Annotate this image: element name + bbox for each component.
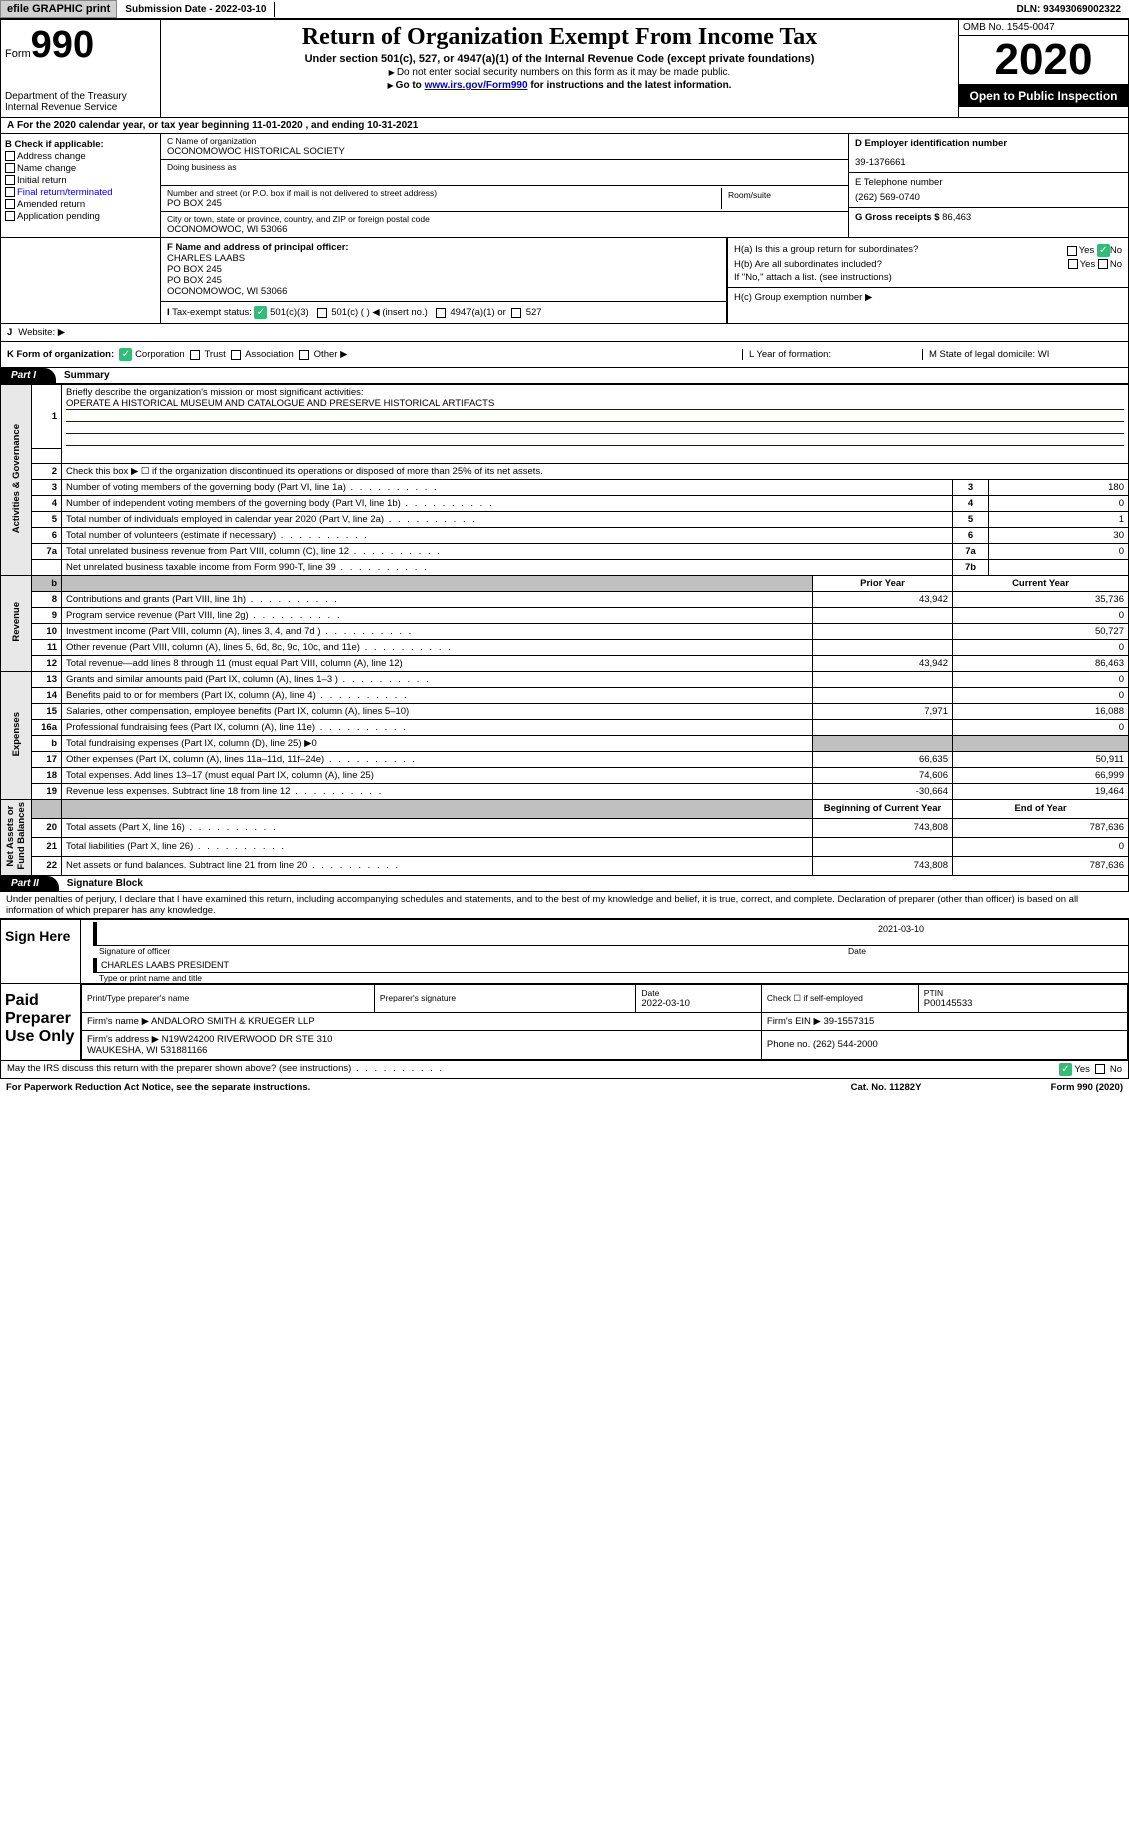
org-city: OCONOMOWOC, WI 53066 — [167, 224, 842, 235]
part1-header: Part I Summary — [0, 368, 1129, 384]
section-k: K Form of organization: ✓ Corporation Tr… — [0, 342, 1129, 368]
form-title: Return of Organization Exempt From Incom… — [167, 24, 952, 51]
sig-date: 2021-03-10 — [878, 924, 924, 943]
header-bar: efile GRAPHIC print Submission Date - 20… — [0, 0, 1129, 19]
preparer-table: Print/Type preparer's name Preparer's si… — [81, 984, 1128, 1060]
section-j: JWebsite: ▶ — [0, 324, 1129, 342]
mission-text: OPERATE A HISTORICAL MUSEUM AND CATALOGU… — [66, 398, 1124, 410]
firm-phone: (262) 544-2000 — [813, 1039, 878, 1050]
chk-name[interactable]: Name change — [5, 163, 156, 174]
ein: 39-1376661 — [855, 157, 1122, 168]
department: Department of the Treasury Internal Reve… — [5, 91, 156, 113]
ptin: P00145533 — [924, 998, 973, 1009]
signature-block: Sign Here 2021-03-10 Signature of office… — [0, 918, 1129, 1061]
chk-pending[interactable]: Application pending — [5, 211, 156, 222]
entity-info: B Check if applicable: Address change Na… — [0, 134, 1129, 238]
summary-table: Activities & Governance 1 Briefly descri… — [0, 384, 1129, 876]
irs-link[interactable]: www.irs.gov/Form990 — [425, 80, 528, 91]
chk-amended[interactable]: Amended return — [5, 199, 156, 210]
form-number: 990 — [31, 24, 94, 66]
phone: (262) 569-0740 — [855, 192, 1122, 203]
chk-discuss-yes[interactable]: ✓ — [1059, 1063, 1072, 1076]
chk-address[interactable]: Address change — [5, 151, 156, 162]
efile-print-button[interactable]: efile GRAPHIC print — [0, 0, 117, 18]
tax-period: A For the 2020 calendar year, or tax yea… — [0, 118, 1129, 134]
tax-year: 2020 — [959, 36, 1128, 85]
subtitle-2: Do not enter social security numbers on … — [167, 67, 952, 78]
chk-corp[interactable]: ✓ — [119, 348, 132, 361]
gross-receipts: 86,463 — [942, 212, 971, 223]
officer-block: F Name and address of principal officer:… — [0, 238, 1129, 324]
org-name: OCONOMOWOC HISTORICAL SOCIETY — [167, 146, 842, 157]
form-label: Form — [5, 48, 31, 60]
chk-final[interactable]: Final return/terminated — [5, 187, 156, 198]
part2-header: Part II Signature Block — [0, 876, 1129, 892]
footer: For Paperwork Reduction Act Notice, see … — [0, 1079, 1129, 1096]
penalty-declaration: Under penalties of perjury, I declare th… — [0, 892, 1129, 918]
discuss-row: May the IRS discuss this return with the… — [0, 1061, 1129, 1079]
firm-ein: 39-1557315 — [824, 1016, 875, 1027]
dln: DLN: 93493069002322 — [1008, 2, 1129, 17]
chk-501c3[interactable]: ✓ — [254, 306, 267, 319]
section-b: B Check if applicable: Address change Na… — [1, 134, 161, 237]
public-inspection: Open to Public Inspection — [959, 85, 1128, 107]
form-title-block: Form990 Department of the Treasury Inter… — [0, 19, 1129, 118]
chk-initial[interactable]: Initial return — [5, 175, 156, 186]
state-domicile: M State of legal domicile: WI — [922, 349, 1122, 360]
firm-name: ANDALORO SMITH & KRUEGER LLP — [151, 1016, 315, 1027]
org-address: PO BOX 245 — [167, 198, 721, 209]
submission-date: Submission Date - 2022-03-10 — [117, 2, 275, 17]
officer-name: CHARLES LAABS PRESIDENT — [101, 960, 229, 970]
subtitle-1: Under section 501(c), 527, or 4947(a)(1)… — [167, 53, 952, 65]
omb-number: OMB No. 1545-0047 — [959, 20, 1128, 36]
chk-ha-no[interactable]: ✓ — [1097, 244, 1110, 257]
subtitle-3: Go to www.irs.gov/Form990 for instructio… — [167, 80, 952, 91]
